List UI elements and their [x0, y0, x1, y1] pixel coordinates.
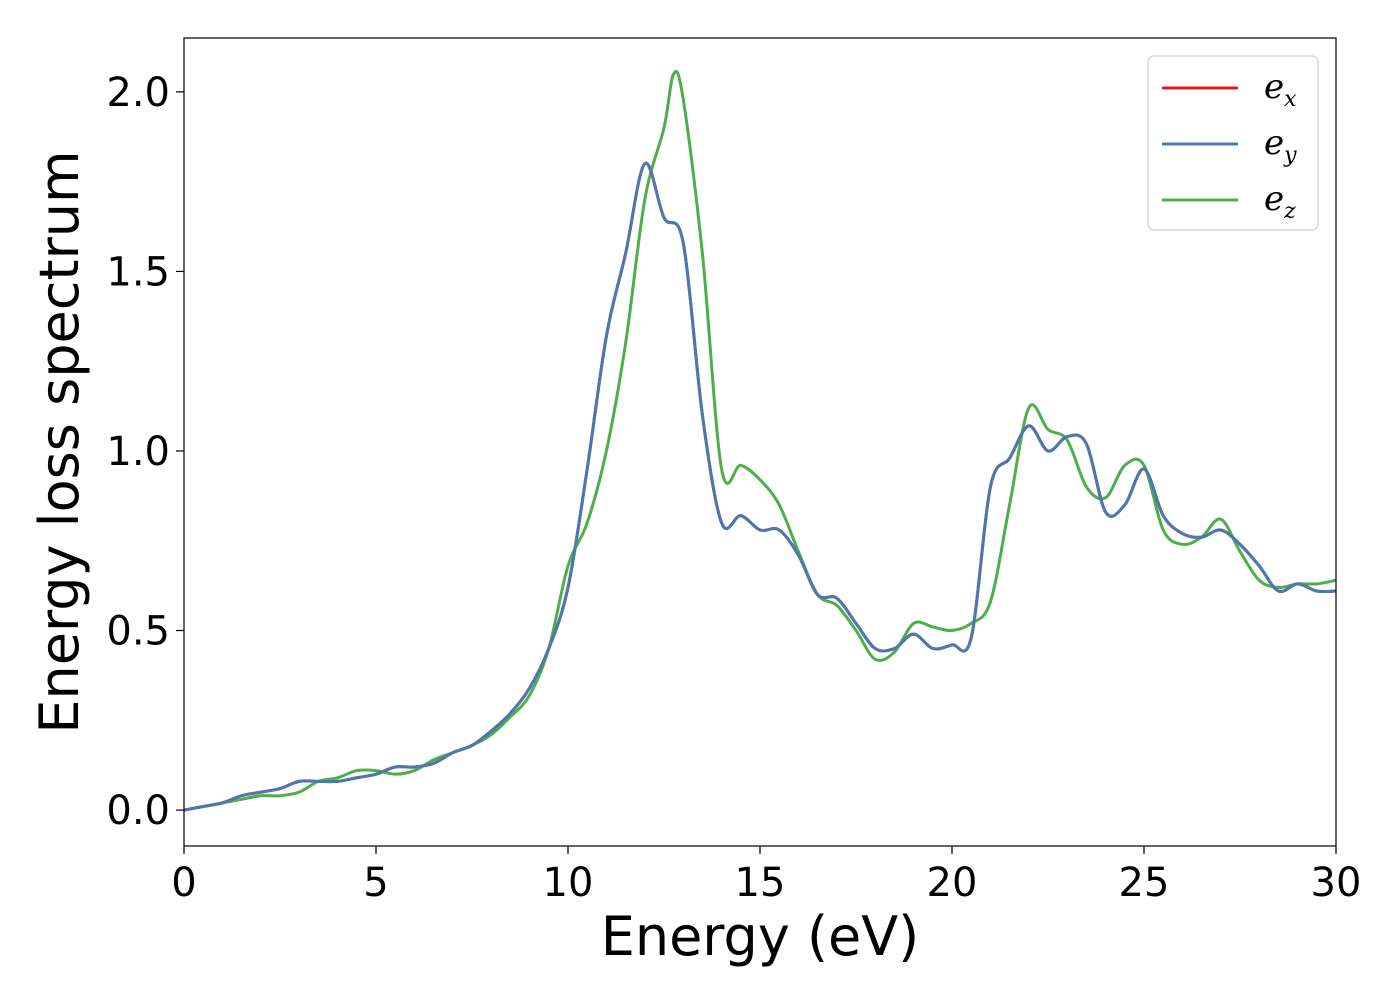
x-tick-label: 10 — [543, 860, 594, 906]
x-tick-label: 5 — [363, 860, 388, 906]
y-tick-label: 1.5 — [106, 249, 170, 295]
x-tick-label: 20 — [927, 860, 978, 906]
y-tick-label: 0.5 — [106, 609, 170, 655]
x-tick-label: 15 — [735, 860, 786, 906]
x-tick-label: 30 — [1311, 860, 1362, 906]
y-tick-label: 0.0 — [106, 788, 170, 834]
series-line-z — [184, 70, 1336, 812]
legend-label-x: ex — [1264, 67, 1297, 112]
series-layer — [184, 70, 1336, 812]
x-tick-label: 0 — [171, 860, 196, 906]
y-tick-label: 2.0 — [106, 70, 170, 116]
x-axis-ticks: 0 5 10 15 20 25 30 — [171, 846, 1361, 906]
series-line-y — [184, 162, 1336, 812]
y-tick-label: 1.0 — [106, 429, 170, 475]
legend-label-y: ey — [1264, 123, 1297, 168]
x-axis-label: Energy (eV) — [601, 905, 920, 968]
y-axis-label: Energy loss spectrum — [28, 150, 91, 733]
legend-label-z: ez — [1264, 179, 1296, 224]
y-axis-ticks: 0.0 0.5 1.0 1.5 2.0 — [106, 70, 184, 834]
legend: ex ey ez — [1147, 55, 1319, 231]
x-tick-label: 25 — [1119, 860, 1170, 906]
